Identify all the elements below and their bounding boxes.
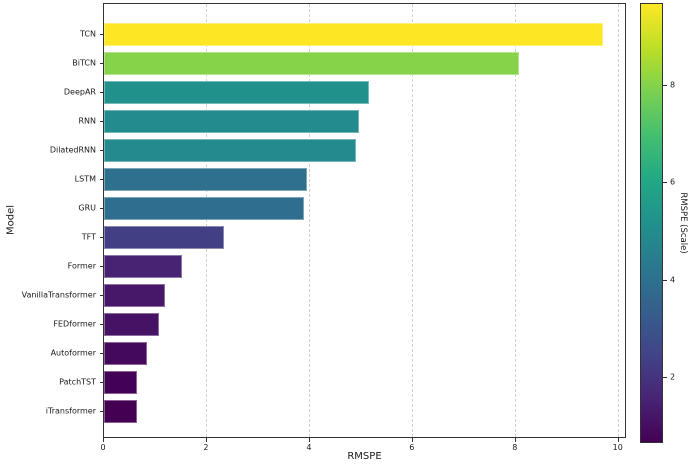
bar-itransformer (104, 400, 137, 423)
bar-tft (104, 226, 224, 249)
grid-line-x10 (618, 4, 620, 437)
x-tick-mark (308, 438, 310, 442)
y-tick-mark (100, 410, 104, 412)
grid-line-x6 (412, 4, 414, 437)
x-tick-mark (205, 438, 207, 442)
y-tick-mark (100, 178, 104, 180)
colorbar (640, 3, 663, 443)
bar-rnn (104, 110, 359, 133)
y-tick-mark (100, 207, 104, 209)
grid-line-x2 (206, 4, 208, 437)
grid-line-x4 (309, 4, 311, 437)
y-tick-mark (100, 33, 104, 35)
bar-patchtst (104, 371, 138, 394)
y-tick-label: DeepAR (63, 87, 96, 96)
y-tick-label: VanillaTransformer (21, 290, 96, 299)
y-tick-mark (100, 120, 104, 122)
y-tick-mark (100, 62, 104, 64)
x-tick-mark (617, 438, 619, 442)
colorbar-tick-mark (663, 376, 667, 378)
bar-former (104, 255, 183, 278)
bar-fedformer (104, 313, 159, 336)
y-tick-label: PatchTST (59, 377, 96, 386)
x-tick-mark (411, 438, 413, 442)
x-tick-mark (514, 438, 516, 442)
bar-tcn (104, 23, 604, 46)
y-tick-label: Former (67, 261, 96, 270)
x-tick-label: 6 (409, 443, 415, 452)
x-tick-mark (103, 438, 104, 442)
colorbar-tick-label: 8 (670, 80, 676, 90)
y-tick-label: DilatedRNN (49, 145, 96, 154)
bar-vanillatransformer (104, 284, 166, 307)
plot-area (103, 3, 626, 438)
y-tick-label: Autoformer (50, 348, 96, 357)
y-tick-mark (100, 323, 104, 325)
bar-gru (104, 197, 304, 220)
y-tick-label: BiTCN (72, 58, 96, 67)
y-tick-mark (100, 265, 104, 267)
colorbar-tick-mark (663, 182, 667, 184)
x-axis-label: RMSPE (347, 451, 382, 462)
bar-bitcn (104, 52, 520, 75)
bar-autoformer (104, 342, 147, 365)
y-tick-label: TCN (80, 29, 96, 38)
x-tick-label: 8 (512, 443, 518, 452)
x-tick-label: 2 (203, 443, 209, 452)
x-tick-label: 10 (612, 443, 623, 452)
bar-dilatedrnn (104, 139, 357, 162)
colorbar-label: RMSPE (Scale) (678, 192, 688, 254)
x-tick-label: 0 (100, 443, 106, 452)
colorbar-tick-label: 2 (670, 372, 676, 382)
y-tick-mark (100, 149, 104, 151)
bar-deepar (104, 81, 370, 104)
colorbar-tick-label: 4 (670, 275, 676, 285)
colorbar-tick-label: 6 (670, 177, 676, 187)
x-tick-label: 4 (306, 443, 312, 452)
y-tick-label: TFT (81, 232, 96, 241)
y-tick-label: RNN (78, 116, 96, 125)
bar-lstm (104, 168, 308, 191)
y-tick-mark (100, 236, 104, 238)
y-tick-label: iTransformer (45, 406, 96, 415)
y-tick-mark (100, 352, 104, 354)
y-tick-label: GRU (78, 203, 96, 212)
y-tick-mark (100, 91, 104, 93)
y-tick-label: LSTM (74, 174, 96, 183)
colorbar-tick-mark (663, 279, 667, 281)
y-tick-label: FEDformer (53, 319, 96, 328)
grid-line-x8 (515, 4, 517, 437)
y-tick-mark (100, 381, 104, 383)
colorbar-tick-mark (663, 85, 667, 87)
y-tick-mark (100, 294, 104, 296)
colorbar-gradient (641, 4, 662, 442)
